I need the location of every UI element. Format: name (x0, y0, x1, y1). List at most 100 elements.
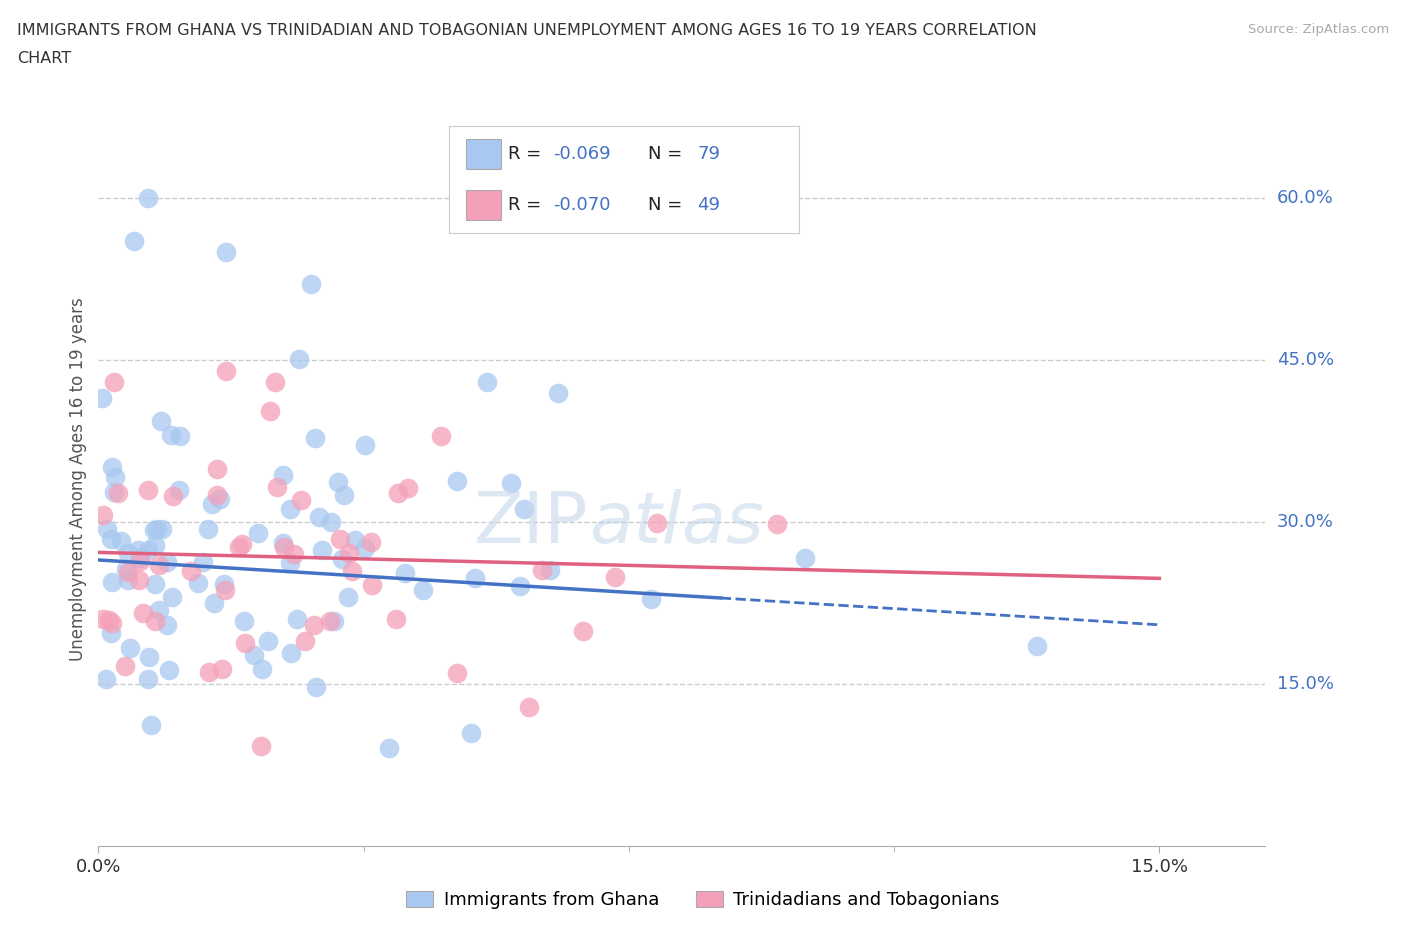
Point (100, 532, 122, 547)
Point (354, 438, 377, 453)
Point (114, 659, 136, 674)
Text: IMMIGRANTS FROM GHANA VS TRINIDADIAN AND TOBAGONIAN UNEMPLOYMENT AMONG AGES 16 T: IMMIGRANTS FROM GHANA VS TRINIDADIAN AND… (17, 23, 1036, 38)
Point (446, 473, 468, 488)
Point (110, 534, 132, 549)
Point (285, 612, 308, 627)
Point (136, 191, 159, 206)
Point (250, 661, 273, 676)
Point (396, 481, 419, 496)
Point (103, 485, 125, 499)
Point (160, 590, 183, 604)
Point (387, 486, 409, 501)
Point (360, 535, 382, 550)
Point (394, 565, 416, 580)
Point (329, 531, 352, 546)
Point (143, 523, 166, 538)
Point (143, 577, 166, 591)
Point (273, 536, 295, 551)
Point (208, 491, 231, 506)
Point (97, 612, 120, 627)
Point (305, 680, 328, 695)
Point (430, 429, 453, 444)
Point (460, 725, 482, 740)
Point (278, 502, 301, 517)
Point (202, 595, 225, 610)
Point (273, 539, 295, 554)
Point (150, 414, 173, 429)
Point (211, 661, 233, 676)
Point (117, 565, 139, 579)
Point (509, 578, 531, 593)
Point (122, 233, 145, 248)
Point (129, 553, 152, 568)
Point (162, 488, 184, 503)
Point (512, 502, 534, 517)
Point (1026, 638, 1049, 653)
Point (136, 671, 159, 686)
Text: 60.0%: 60.0% (1277, 189, 1334, 207)
Point (360, 578, 382, 593)
Point (143, 614, 166, 629)
Point (278, 556, 301, 571)
Point (127, 542, 149, 557)
Point (294, 633, 316, 648)
Point (232, 614, 254, 629)
Point (344, 533, 367, 548)
Point (146, 522, 169, 537)
Text: 15.0%: 15.0% (1277, 675, 1334, 693)
Point (187, 576, 209, 591)
Text: atlas: atlas (589, 488, 763, 557)
Point (100, 626, 122, 641)
Point (212, 577, 235, 591)
Point (288, 352, 311, 366)
Point (129, 551, 152, 565)
Point (326, 474, 349, 489)
Point (271, 468, 294, 483)
Point (256, 633, 278, 648)
Y-axis label: Unemployment Among Ages 16 to 19 years: Unemployment Among Ages 16 to 19 years (69, 297, 87, 661)
Point (93, 508, 115, 523)
Point (179, 563, 201, 578)
Point (107, 485, 129, 500)
Point (308, 510, 330, 525)
Point (117, 573, 139, 588)
Point (304, 618, 326, 632)
Point (91, 391, 114, 405)
Point (117, 545, 139, 560)
Point (547, 385, 569, 400)
Point (264, 374, 287, 389)
Point (157, 662, 180, 677)
Point (156, 554, 179, 569)
Point (323, 613, 346, 628)
Point (214, 582, 236, 597)
Point (304, 431, 326, 445)
Point (765, 517, 787, 532)
Point (143, 538, 166, 552)
Point (243, 647, 266, 662)
Point (205, 487, 228, 502)
Point (139, 717, 162, 732)
Point (169, 429, 191, 444)
Point (336, 590, 359, 604)
Point (477, 374, 499, 389)
Point (114, 562, 136, 577)
Point (136, 542, 159, 557)
Point (266, 480, 288, 495)
Point (446, 666, 468, 681)
Point (132, 605, 155, 620)
Point (96, 671, 118, 686)
Point (120, 641, 142, 656)
Point (645, 516, 668, 531)
Point (340, 564, 363, 578)
Point (205, 461, 228, 476)
Point (228, 539, 250, 554)
Point (101, 574, 124, 589)
Point (319, 515, 342, 530)
Point (101, 615, 124, 630)
Point (378, 740, 401, 755)
Point (531, 563, 554, 578)
Point (193, 555, 215, 570)
Point (198, 665, 221, 680)
Point (299, 277, 322, 292)
Point (101, 459, 124, 474)
